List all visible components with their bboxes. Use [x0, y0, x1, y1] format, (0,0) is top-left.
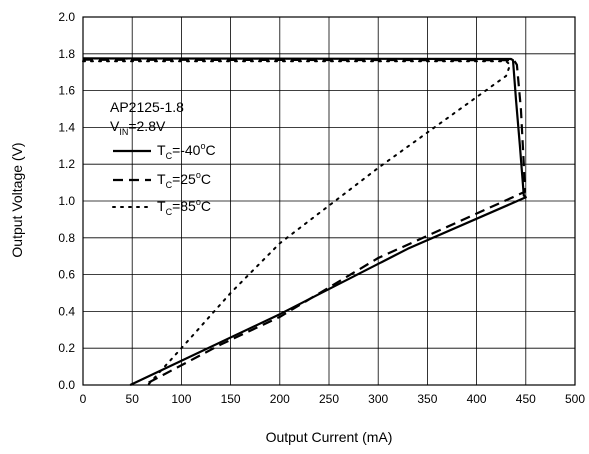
x-tick-label: 450: [516, 392, 536, 406]
series-line-dotted: [82, 60, 512, 386]
series-line-dashed: [82, 58, 526, 386]
x-tick-label: 500: [565, 392, 585, 406]
y-tick-label: 1.0: [58, 194, 75, 208]
axis-ticks: 0 50 100 150 200 250 300 350 400 450 500 0.0 0.2 0.4 0…: [58, 10, 585, 406]
x-tick-label: 300: [368, 392, 388, 406]
series-line-solid: [82, 57, 527, 386]
x-tick-label: 250: [319, 392, 339, 406]
y-tick-label: 0.8: [58, 231, 75, 245]
x-tick-label: 100: [171, 392, 191, 406]
x-tick-label: 200: [270, 392, 290, 406]
x-axis-label: Output Current (mA): [266, 429, 393, 445]
legend-label: TC=-40oC: [157, 141, 216, 161]
x-tick-label: 150: [221, 392, 241, 406]
y-tick-label: 2.0: [58, 10, 75, 24]
plot-frame: [82, 16, 576, 386]
annotation-vin-label: VIN=2.8V: [110, 118, 166, 137]
x-tick-label: 50: [126, 392, 140, 406]
legend: TC=-40oC TC=25oC TC=85oC: [112, 141, 216, 217]
y-tick-label: 1.2: [58, 157, 75, 171]
y-tick-label: 0.0: [58, 378, 75, 392]
y-tick-label: 0.4: [58, 304, 75, 318]
x-tick-label: 350: [417, 392, 437, 406]
legend-label: TC=85oC: [157, 197, 211, 217]
x-tick-label: 400: [467, 392, 487, 406]
y-tick-label: 0.2: [58, 341, 75, 355]
y-axis-label: Output Voltage (V): [9, 142, 25, 257]
legend-label: TC=25oC: [157, 170, 211, 190]
annotation-device-label: AP2125-1.8: [110, 99, 184, 115]
y-tick-label: 1.8: [58, 47, 75, 61]
x-tick-label: 0: [80, 392, 87, 406]
y-tick-label: 1.6: [58, 84, 75, 98]
y-tick-label: 0.6: [58, 268, 75, 282]
annotation: AP2125-1.8 VIN=2.8V: [110, 99, 184, 137]
y-tick-label: 1.4: [58, 120, 75, 134]
series-layer: [82, 57, 527, 386]
